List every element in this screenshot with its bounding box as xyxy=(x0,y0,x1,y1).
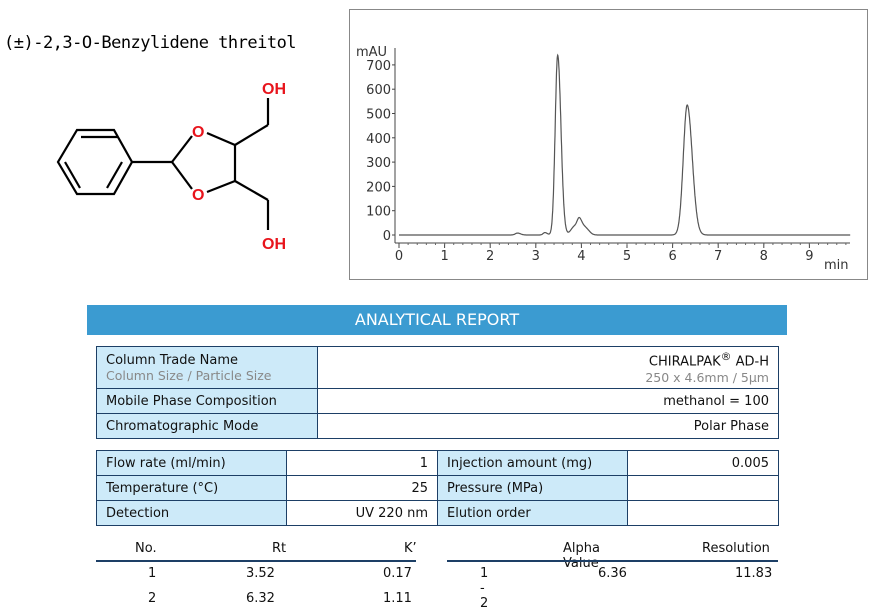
header-rt: Rt xyxy=(272,541,287,556)
elution-value xyxy=(627,500,779,526)
row-rt: 3.52 xyxy=(246,566,275,581)
temperature-value: 25 xyxy=(286,475,438,501)
report-banner: ANALYTICAL REPORT xyxy=(87,305,787,335)
molecule-structure: O O OH OH xyxy=(56,81,286,253)
registered-mark: ® xyxy=(720,350,732,364)
column-table: Column Trade Name Column Size / Particle … xyxy=(96,346,779,439)
y-tick-label: 0 xyxy=(383,229,391,244)
y-tick-label: 400 xyxy=(366,132,391,147)
row-rt: 6.32 xyxy=(246,591,275,606)
temperature-label: Temperature (°C) xyxy=(96,475,287,501)
y-tick-label: 100 xyxy=(366,205,391,220)
column-name-label: Column Trade Name xyxy=(106,352,238,368)
chromatogram: 0 100 200 300 400 500 600 700 0 1 2 3 4 5 6 7 8 9 mAU min xyxy=(356,45,851,273)
divider xyxy=(447,560,778,562)
mobile-phase-value: methanol = 100 xyxy=(317,388,779,414)
mobile-phase-label: Mobile Phase Composition xyxy=(96,388,318,414)
injection-value: 0.005 xyxy=(627,450,779,476)
column-size: 250 x 4.6mm / 5µm xyxy=(645,369,769,385)
x-tick-label: 5 xyxy=(623,249,631,264)
row-k: 1.11 xyxy=(383,591,412,606)
injection-label: Injection amount (mg) xyxy=(437,450,628,476)
row-k: 0.17 xyxy=(383,566,412,581)
y-tick-label: 600 xyxy=(366,83,391,98)
x-tick-label: 7 xyxy=(714,249,722,264)
oxygen-atom: O xyxy=(192,124,204,141)
compound-title: (±)-2,3-O-Benzylidene threitol xyxy=(4,33,297,53)
x-tick-label: 8 xyxy=(760,249,768,264)
elution-label: Elution order xyxy=(437,500,628,526)
flow-label: Flow rate (ml/min) xyxy=(96,450,287,476)
pair-alpha: 6.36 xyxy=(598,566,627,581)
x-tick-label: 3 xyxy=(532,249,540,264)
x-tick-label: 6 xyxy=(668,249,676,264)
pressure-value xyxy=(627,475,779,501)
column-size-label: Column Size / Particle Size xyxy=(106,367,272,383)
y-axis-label: mAU xyxy=(356,45,387,60)
row-no: 2 xyxy=(148,591,157,606)
divider xyxy=(96,560,416,562)
header-alpha: Alpha Value xyxy=(563,541,600,571)
hydroxyl-group: OH xyxy=(262,81,286,98)
mode-value: Polar Phase xyxy=(317,413,779,439)
x-tick-label: 0 xyxy=(395,249,403,264)
x-tick-label: 2 xyxy=(486,249,494,264)
oxygen-atom: O xyxy=(192,187,204,204)
header-k: K’ xyxy=(404,541,417,556)
pressure-label: Pressure (MPa) xyxy=(437,475,628,501)
chromatogram-panel: 0 100 200 300 400 500 600 700 0 1 2 3 4 5 6 7 8 9 mAU min xyxy=(349,9,868,280)
y-tick-label: 500 xyxy=(366,108,391,123)
row-no: 1 xyxy=(148,566,157,581)
hydroxyl-group: OH xyxy=(262,236,286,253)
mode-label: Chromatographic Mode xyxy=(96,413,318,439)
pair-label: 1 - 2 xyxy=(480,566,489,611)
x-tick-label: 1 xyxy=(440,249,448,264)
conditions-table: Flow rate (ml/min) 1 Injection amount (mg)… xyxy=(96,450,779,526)
detection-label: Detection xyxy=(96,500,287,526)
x-tick-label: 9 xyxy=(805,249,813,264)
detection-value: UV 220 nm xyxy=(286,500,438,526)
column-name: CHIRALPAK xyxy=(648,354,721,370)
header-resolution: Resolution xyxy=(702,541,770,556)
y-tick-label: 300 xyxy=(366,156,391,171)
x-tick-label: 4 xyxy=(577,249,585,264)
x-axis-label: min xyxy=(824,258,849,273)
y-tick-label: 200 xyxy=(366,180,391,195)
chromatogram-trace xyxy=(399,53,851,236)
header-no: No. xyxy=(135,541,157,556)
pair-resolution: 11.83 xyxy=(735,566,773,581)
y-tick-label: 700 xyxy=(366,59,391,74)
column-suffix: AD-H xyxy=(731,354,769,370)
flow-value: 1 xyxy=(286,450,438,476)
